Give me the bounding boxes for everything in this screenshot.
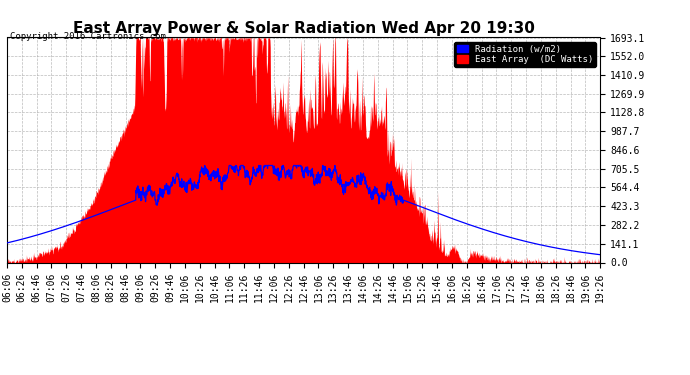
Text: Copyright 2016 Cartronics.com: Copyright 2016 Cartronics.com bbox=[10, 32, 166, 41]
Title: East Array Power & Solar Radiation Wed Apr 20 19:30: East Array Power & Solar Radiation Wed A… bbox=[72, 21, 535, 36]
Legend: Radiation (w/m2), East Array  (DC Watts): Radiation (w/m2), East Array (DC Watts) bbox=[454, 42, 595, 67]
